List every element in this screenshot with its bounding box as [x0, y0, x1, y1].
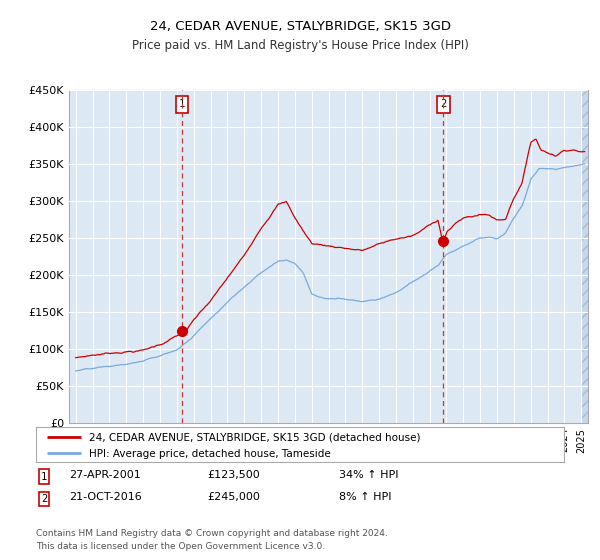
- Bar: [581, 90, 588, 423]
- Text: 8% ↑ HPI: 8% ↑ HPI: [339, 492, 391, 502]
- Text: 24, CEDAR AVENUE, STALYBRIDGE, SK15 3GD (detached house): 24, CEDAR AVENUE, STALYBRIDGE, SK15 3GD …: [89, 433, 420, 443]
- Text: 2: 2: [440, 100, 446, 109]
- Text: 1: 1: [179, 100, 185, 109]
- Bar: [581, 90, 588, 423]
- Text: 34% ↑ HPI: 34% ↑ HPI: [339, 470, 398, 480]
- Text: Price paid vs. HM Land Registry's House Price Index (HPI): Price paid vs. HM Land Registry's House …: [131, 39, 469, 52]
- Text: 21-OCT-2016: 21-OCT-2016: [69, 492, 142, 502]
- Text: HPI: Average price, detached house, Tameside: HPI: Average price, detached house, Tame…: [89, 449, 331, 459]
- Text: £123,500: £123,500: [207, 470, 260, 480]
- Text: 24, CEDAR AVENUE, STALYBRIDGE, SK15 3GD: 24, CEDAR AVENUE, STALYBRIDGE, SK15 3GD: [149, 20, 451, 32]
- Text: This data is licensed under the Open Government Licence v3.0.: This data is licensed under the Open Gov…: [36, 542, 325, 550]
- Text: 1: 1: [41, 472, 47, 482]
- Text: 27-APR-2001: 27-APR-2001: [69, 470, 141, 480]
- Text: 2: 2: [41, 494, 47, 504]
- Text: £245,000: £245,000: [207, 492, 260, 502]
- Text: Contains HM Land Registry data © Crown copyright and database right 2024.: Contains HM Land Registry data © Crown c…: [36, 529, 388, 538]
